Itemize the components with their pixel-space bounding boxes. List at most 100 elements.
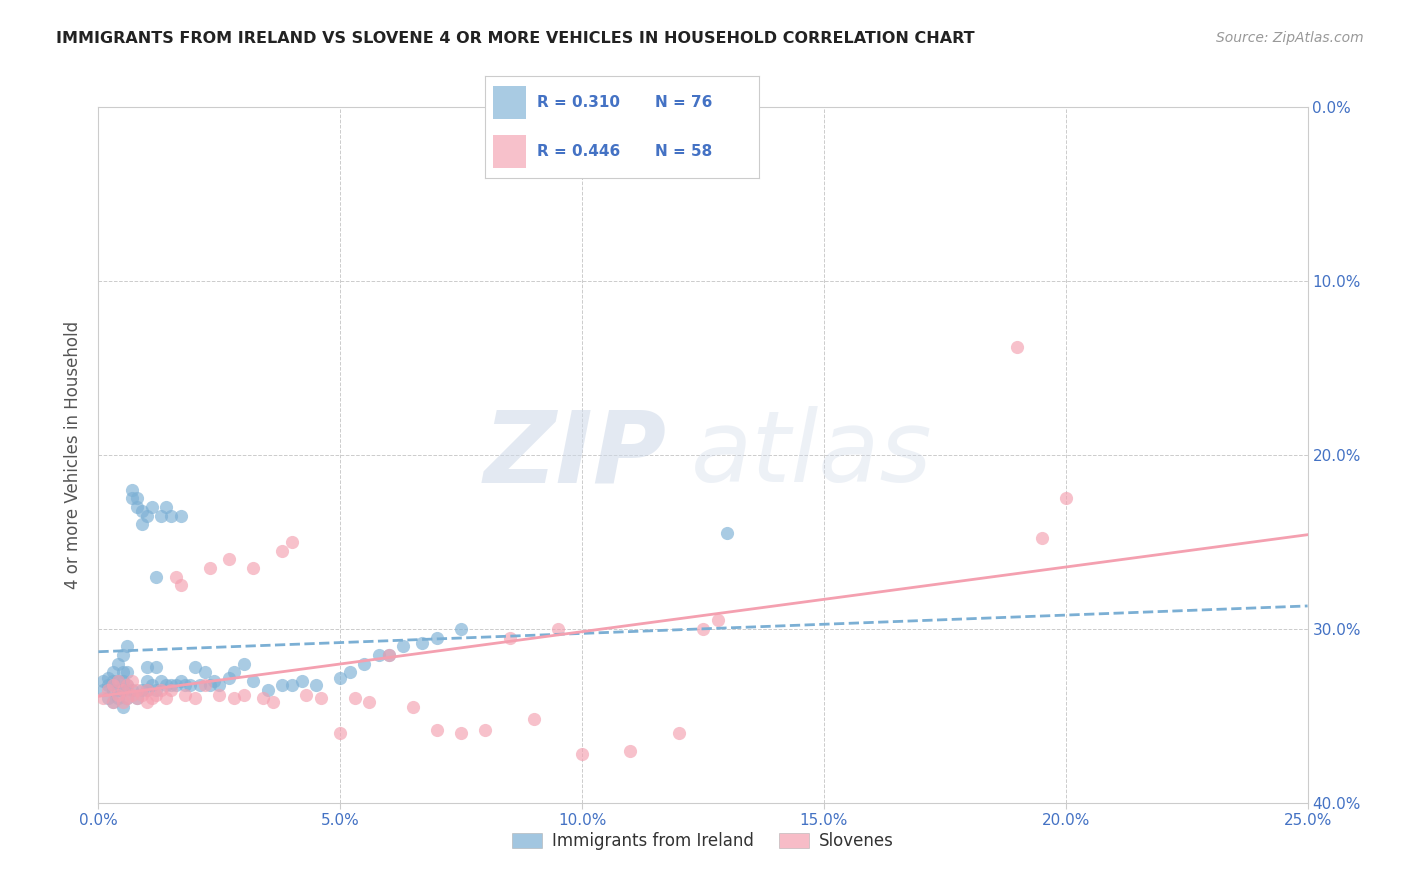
Point xyxy=(131,503,153,517)
Point xyxy=(141,500,163,514)
Point xyxy=(155,691,177,706)
Point xyxy=(97,677,120,691)
Text: N = 58: N = 58 xyxy=(655,145,713,160)
Point xyxy=(179,677,201,691)
Point xyxy=(111,682,134,697)
Point xyxy=(281,677,304,691)
Y-axis label: 4 or more Vehicles in Household: 4 or more Vehicles in Household xyxy=(65,321,83,589)
Point xyxy=(271,677,294,691)
Point xyxy=(127,691,149,706)
Point xyxy=(194,665,217,680)
Point xyxy=(150,682,173,697)
Legend: Immigrants from Ireland, Slovenes: Immigrants from Ireland, Slovenes xyxy=(506,826,900,857)
Point xyxy=(450,622,472,636)
Point xyxy=(169,508,191,523)
Point xyxy=(368,648,391,662)
Point xyxy=(184,691,207,706)
Point xyxy=(111,695,134,709)
Point xyxy=(117,677,139,691)
Point xyxy=(218,671,240,685)
Point xyxy=(131,517,153,532)
Point xyxy=(107,691,129,706)
Text: Source: ZipAtlas.com: Source: ZipAtlas.com xyxy=(1216,31,1364,45)
Point xyxy=(165,677,187,691)
Text: R = 0.310: R = 0.310 xyxy=(537,95,620,110)
Point xyxy=(121,491,143,506)
Point xyxy=(204,674,226,689)
Point xyxy=(198,561,221,575)
Point xyxy=(160,682,183,697)
Point xyxy=(107,674,129,689)
Point xyxy=(127,682,149,697)
Point xyxy=(101,677,124,691)
Point xyxy=(91,674,114,689)
Point xyxy=(101,695,124,709)
Point xyxy=(121,483,143,497)
Point xyxy=(252,691,274,706)
Point xyxy=(343,691,366,706)
Point xyxy=(692,622,714,636)
Point xyxy=(121,682,143,697)
Point xyxy=(256,682,278,697)
Point xyxy=(91,691,114,706)
Point xyxy=(222,665,245,680)
Point xyxy=(155,500,177,514)
Point xyxy=(101,674,124,689)
Point xyxy=(107,688,129,702)
Point xyxy=(97,682,120,697)
Point xyxy=(392,639,415,653)
Point xyxy=(194,677,217,691)
Point xyxy=(242,561,264,575)
Point xyxy=(135,682,157,697)
Point xyxy=(359,695,381,709)
Point xyxy=(107,682,129,697)
Point xyxy=(145,570,167,584)
Point xyxy=(121,674,143,689)
Point xyxy=(135,674,157,689)
Point xyxy=(127,491,149,506)
Point xyxy=(309,691,332,706)
Point xyxy=(91,682,114,697)
Point xyxy=(188,677,211,691)
Point xyxy=(426,631,449,645)
Point xyxy=(117,639,139,653)
Point xyxy=(174,677,197,691)
Point xyxy=(117,677,139,691)
Point xyxy=(111,700,134,714)
Point xyxy=(145,688,167,702)
Point xyxy=(117,691,139,706)
Point xyxy=(305,677,328,691)
Point xyxy=(402,700,425,714)
Text: N = 76: N = 76 xyxy=(655,95,713,110)
Point xyxy=(160,677,183,691)
Point xyxy=(165,570,187,584)
Point xyxy=(127,691,149,706)
Point xyxy=(150,508,173,523)
Point xyxy=(716,526,738,541)
Point xyxy=(619,744,641,758)
Point xyxy=(141,691,163,706)
Point xyxy=(706,613,728,627)
Point xyxy=(262,695,284,709)
Point xyxy=(232,688,254,702)
Point xyxy=(107,657,129,671)
Point xyxy=(127,500,149,514)
Point xyxy=(242,674,264,689)
Point xyxy=(135,695,157,709)
Point xyxy=(111,648,134,662)
Text: R = 0.446: R = 0.446 xyxy=(537,145,620,160)
Text: IMMIGRANTS FROM IRELAND VS SLOVENE 4 OR MORE VEHICLES IN HOUSEHOLD CORRELATION C: IMMIGRANTS FROM IRELAND VS SLOVENE 4 OR … xyxy=(56,31,974,46)
Text: ZIP: ZIP xyxy=(484,407,666,503)
Point xyxy=(329,726,352,740)
Point xyxy=(111,674,134,689)
Point xyxy=(97,671,120,685)
Point xyxy=(1007,340,1029,354)
Point xyxy=(101,695,124,709)
Point xyxy=(271,543,294,558)
Point xyxy=(131,682,153,697)
Point xyxy=(111,682,134,697)
Point xyxy=(111,665,134,680)
Point xyxy=(184,660,207,674)
Point xyxy=(145,660,167,674)
Point xyxy=(135,682,157,697)
